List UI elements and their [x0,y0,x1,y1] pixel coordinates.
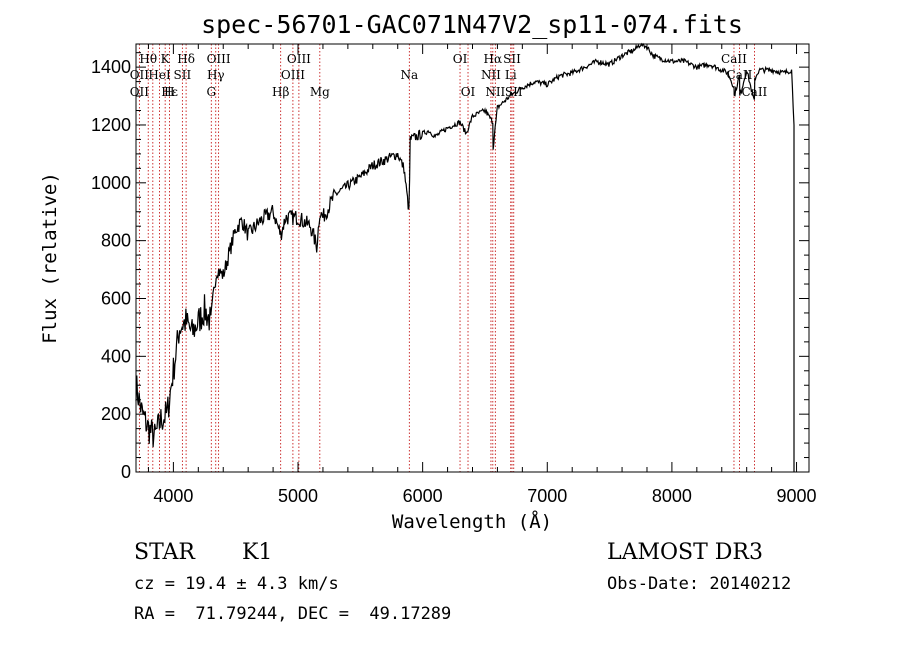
line-label: Hδ [177,52,195,66]
line-label: OIII [207,52,231,66]
x-tick-label: 4000 [153,486,193,506]
spectrum-line [135,42,795,472]
y-tick-label: 400 [101,346,131,366]
x-tick-label: 9000 [777,486,817,506]
line-label: NII [481,68,501,82]
line-label: SII [174,68,192,82]
x-tick-label: 7000 [527,486,567,506]
survey-name: LAMOST DR3 [607,540,763,565]
line-label: Hα [484,52,503,66]
line-label: HeI [148,68,171,82]
line-label: K [161,52,171,66]
y-axis-label: Flux (relative) [39,172,61,344]
y-tick-label: 800 [101,231,131,251]
x-tick-label: 8000 [652,486,692,506]
y-axis-ticks: 0 200 400 600 800 1000 1200 1400 [91,52,809,482]
x-tick-label: 5000 [278,486,318,506]
line-label: Hγ [207,68,225,82]
x-axis-ticks: 4000 5000 6000 7000 8000 9000 [147,44,817,506]
object-subclass: K1 [242,540,273,565]
obs-date: Obs-Date: 20140212 [607,574,792,594]
line-label: Hθ [139,52,157,66]
line-label: Hε [161,85,178,99]
line-label: G [206,85,216,99]
line-label: OIII [281,68,305,82]
line-markers [138,44,755,472]
x-tick-label: 6000 [403,486,443,506]
line-label: OII [130,68,150,82]
line-label: OI [453,52,468,66]
radec-text: RA = 71.79244, DEC = 49.17289 [134,604,452,624]
x-axis-label: Wavelength (Å) [392,510,552,533]
line-label: H [164,85,174,99]
line-label: CaII [721,52,747,66]
line-label: SII [503,52,521,66]
line-label: OI [461,85,476,99]
plot-frame [135,43,810,473]
y-tick-label: 0 [121,462,131,482]
y-tick-label: 1400 [91,57,131,77]
y-tick-label: 600 [101,288,131,308]
y-tick-label: 200 [101,404,131,424]
line-label: Mg [310,85,330,99]
y-tick-label: 1200 [91,115,131,135]
y-tick-label: 1000 [91,173,131,193]
chart-title: spec-56701-GAC071N47V2_sp11-074.fits [201,10,743,39]
line-label: Na [400,68,418,82]
line-label: Hβ [272,85,289,99]
line-label: Li [505,68,517,82]
line-label: OII [130,85,150,99]
line-label: NII [485,85,505,99]
object-class: STAR [134,540,195,565]
redshift-text: cz = 19.4 ± 4.3 km/s [134,574,339,594]
line-label: OIII [287,52,311,66]
